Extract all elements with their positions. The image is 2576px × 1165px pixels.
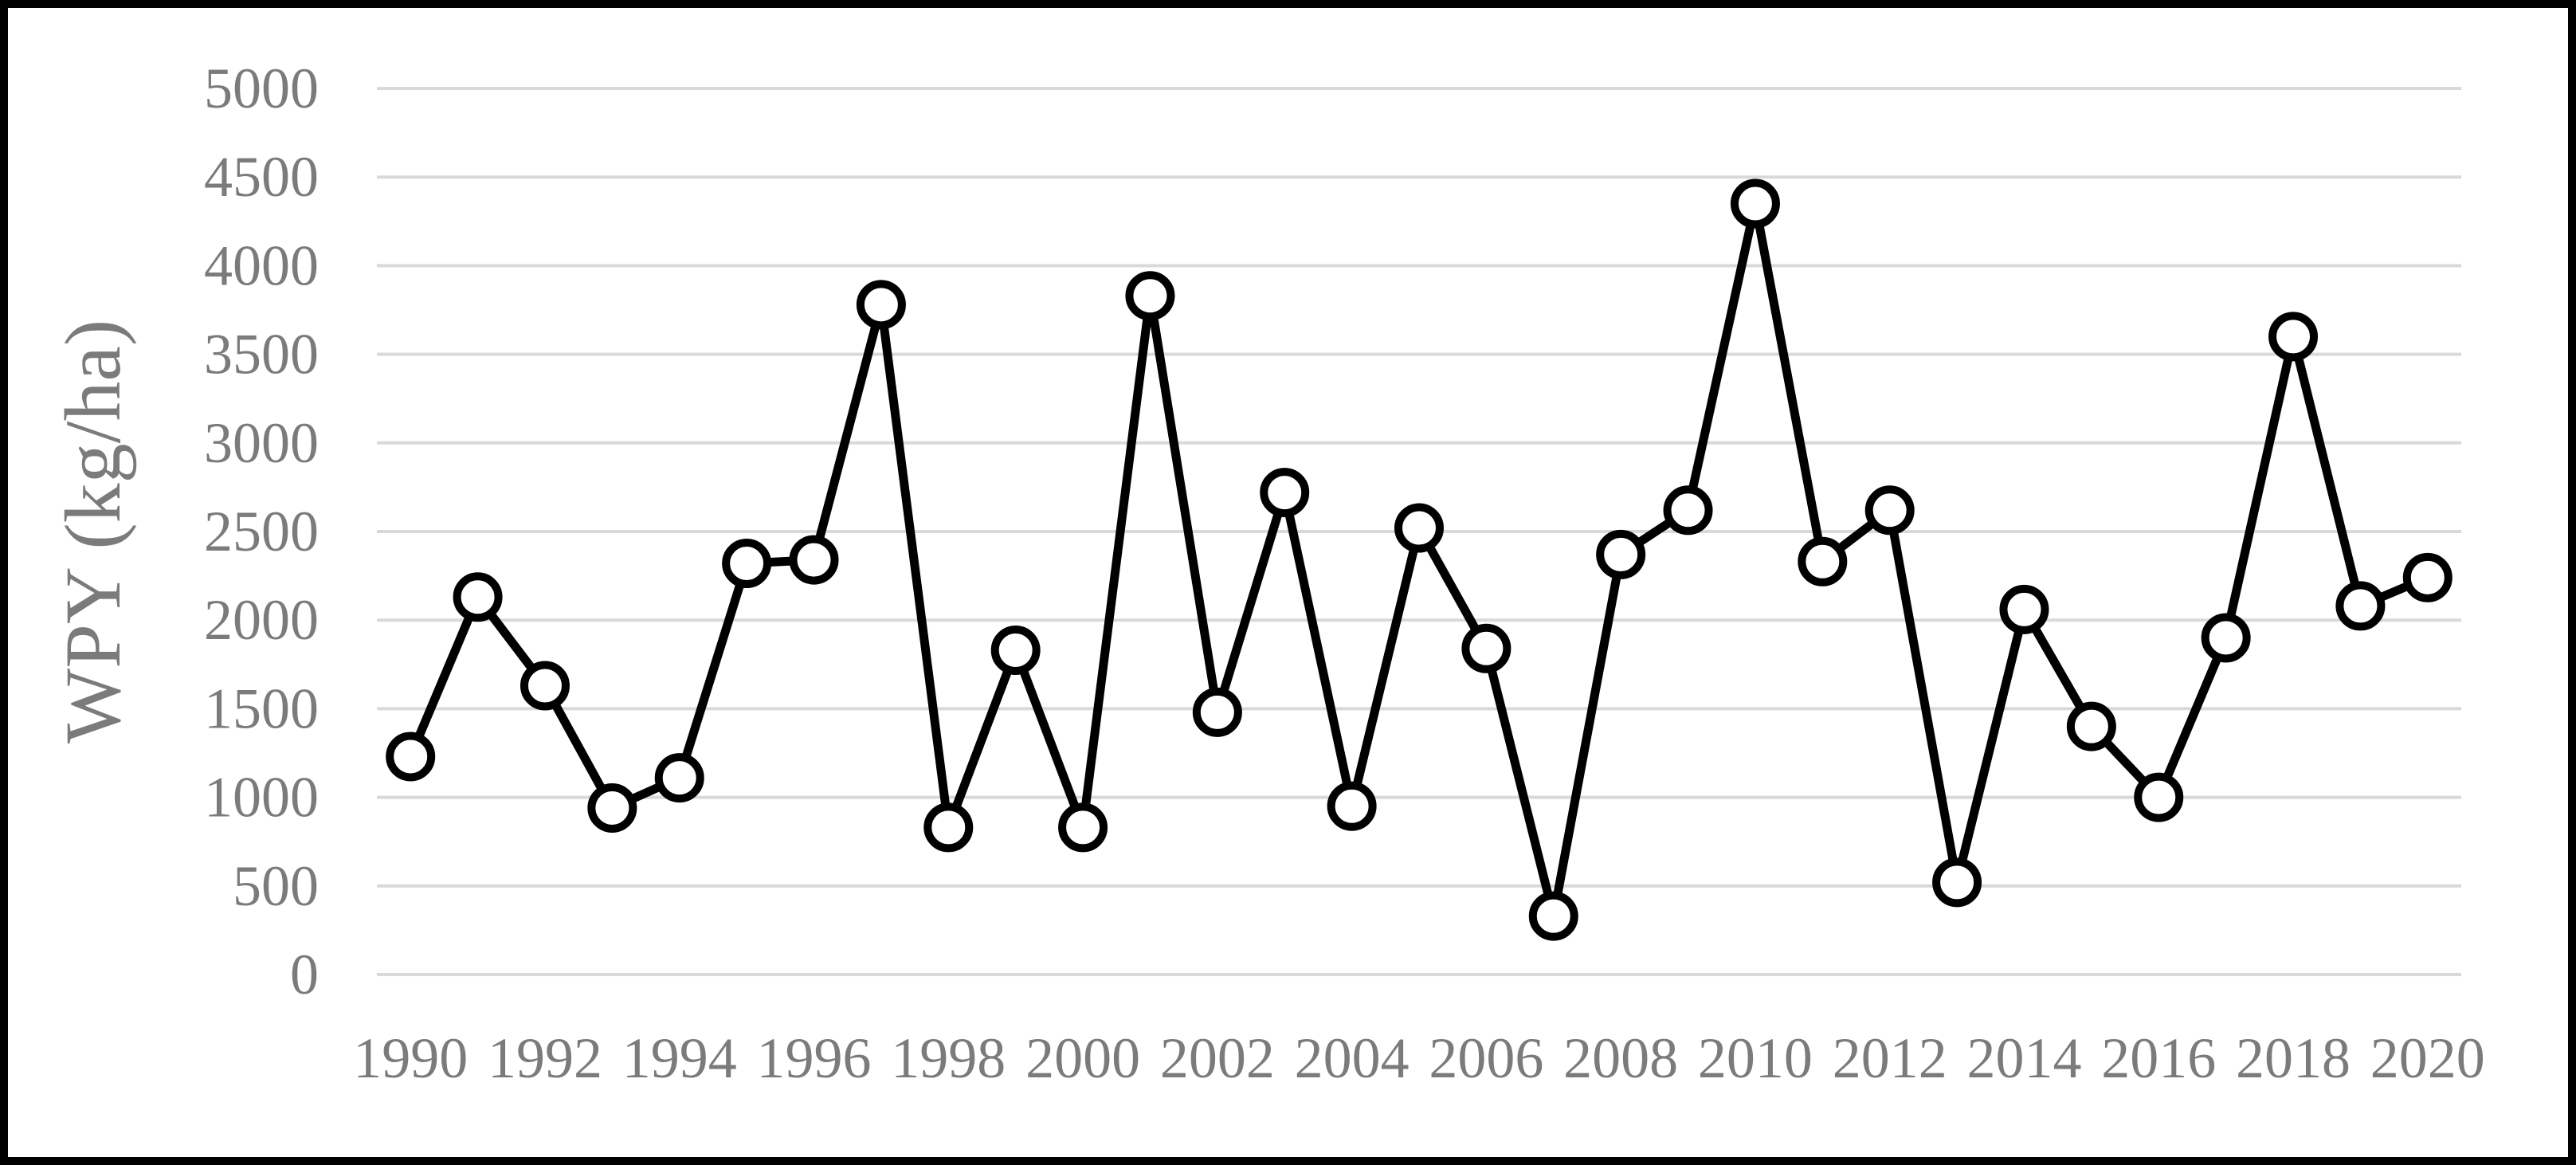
series-layer	[386, 178, 2452, 941]
data-point-marker	[2134, 772, 2184, 822]
y-tick-label: 1500	[204, 677, 319, 740]
y-axis-title: WPY (kg/ha)	[49, 320, 137, 743]
data-point-marker	[2335, 581, 2386, 631]
x-tick-label: 2020	[2370, 1026, 2485, 1090]
data-point-marker	[2402, 552, 2452, 602]
data-point-marker	[1394, 503, 1444, 553]
data-point-marker	[1864, 485, 1915, 535]
x-tick-label: 2010	[1698, 1026, 1813, 1090]
data-point-marker	[1798, 536, 1848, 586]
x-tick-label: 1992	[488, 1026, 602, 1090]
data-point-marker	[789, 535, 839, 585]
y-tick-label: 5000	[204, 57, 319, 120]
x-tick-label: 1994	[622, 1026, 737, 1090]
data-point-marker	[856, 280, 906, 330]
y-tick-label: 4000	[204, 233, 319, 297]
y-tick-label: 3000	[204, 411, 319, 475]
data-point-marker	[587, 783, 637, 833]
x-tick-label: 1990	[353, 1026, 468, 1090]
x-tick-label: 2012	[1833, 1026, 1947, 1090]
x-tick-label: 2006	[1429, 1026, 1543, 1090]
data-point-marker	[2268, 312, 2319, 362]
data-point-marker	[654, 753, 704, 803]
data-point-marker	[923, 802, 974, 853]
data-point-marker	[520, 661, 570, 711]
y-tick-label: 500	[233, 854, 319, 918]
data-point-marker	[1596, 529, 1646, 579]
x-tick-label: 2002	[1160, 1026, 1275, 1090]
data-point-marker	[1461, 623, 1511, 673]
x-tick-label: 2004	[1295, 1026, 1410, 1090]
data-point-marker	[1999, 584, 2049, 634]
data-point-marker	[2066, 701, 2116, 751]
data-point-marker	[1327, 781, 1377, 831]
y-tick-label: 2000	[204, 588, 319, 652]
y-tick-label: 2500	[204, 500, 319, 563]
y-tick-label: 4500	[204, 145, 319, 209]
data-point-marker	[453, 572, 503, 622]
x-tick-label: 2018	[2236, 1026, 2351, 1090]
data-point-marker	[1932, 857, 1982, 908]
x-tick-label: 1998	[891, 1026, 1006, 1090]
y-tick-label: 0	[290, 943, 319, 1006]
y-tick-label: 3500	[204, 323, 319, 386]
data-point-marker	[1730, 178, 1780, 229]
data-line	[406, 199, 2433, 921]
x-tick-label: 1996	[757, 1026, 872, 1090]
y-tick-label: 1000	[204, 766, 319, 830]
data-point-marker	[2201, 613, 2251, 663]
data-point-marker	[1125, 271, 1175, 321]
data-point-marker	[990, 626, 1041, 676]
x-tick-label: 2014	[1966, 1026, 2081, 1090]
x-tick-label: 2008	[1563, 1026, 1678, 1090]
labels-layer: 0 500 1000 1500 2000 2500 3000 3500 4000 4500 5000…	[204, 57, 2485, 1090]
x-tick-label: 2000	[1025, 1026, 1140, 1090]
data-point-marker	[1192, 687, 1242, 737]
data-point-marker	[386, 732, 436, 782]
data-point-marker	[1058, 802, 1108, 853]
data-point-marker	[1663, 485, 1713, 535]
data-point-marker	[1528, 891, 1578, 941]
x-tick-label: 2016	[2101, 1026, 2216, 1090]
data-point-marker	[1260, 468, 1310, 518]
data-point-marker	[722, 539, 772, 589]
